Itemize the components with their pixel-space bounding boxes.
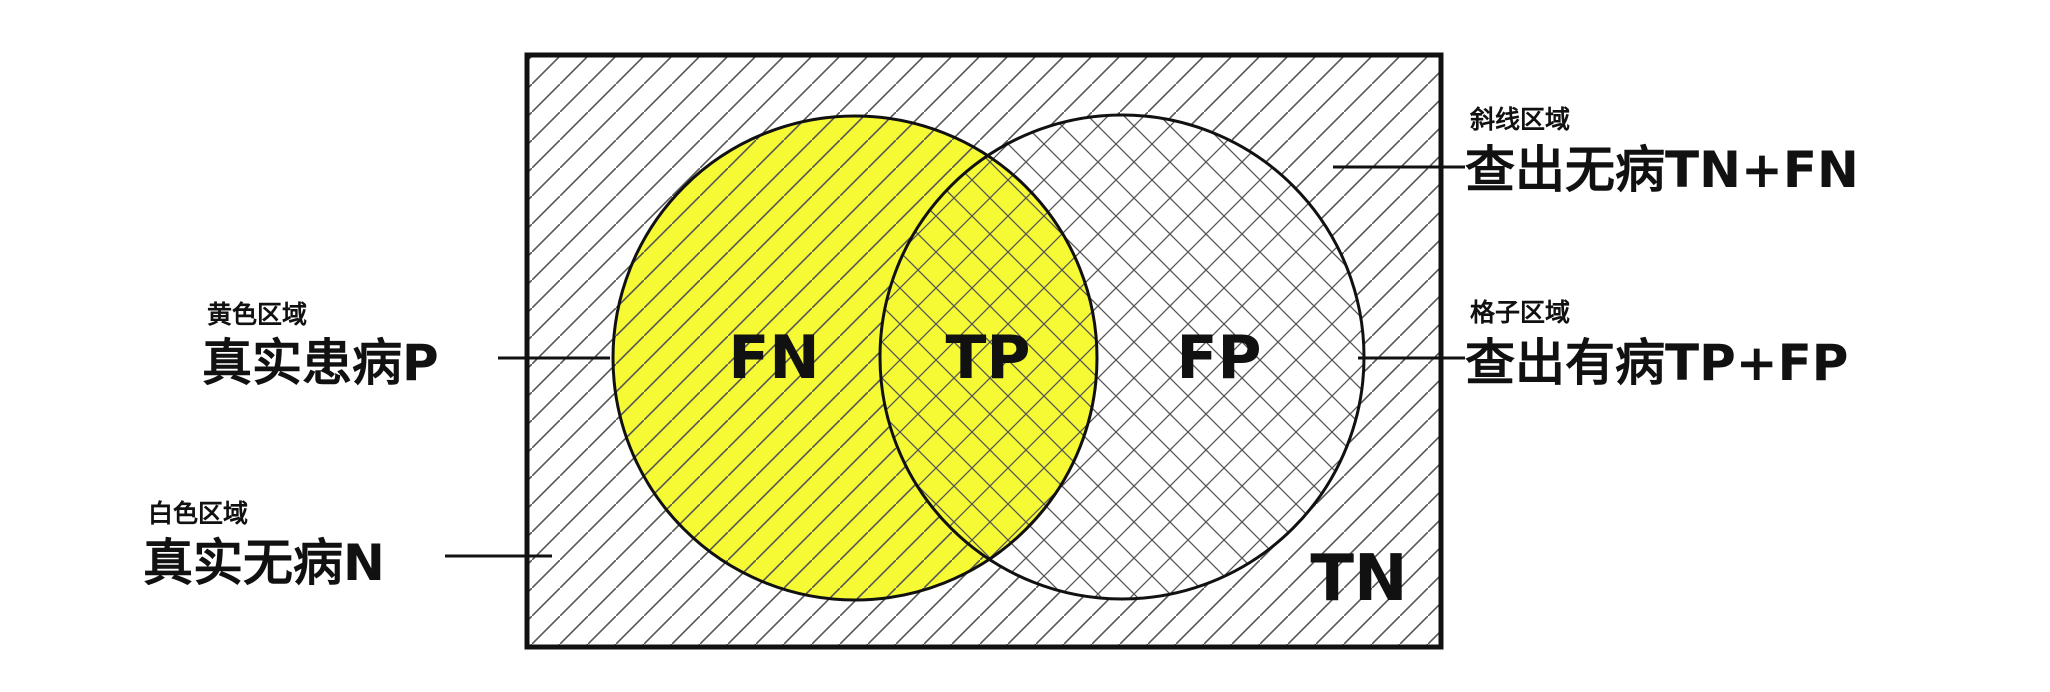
diagonal-area-caption: 斜线区域	[1469, 105, 1570, 134]
grid-hatch-area	[880, 115, 1364, 599]
grid-area-caption: 格子区域	[1470, 298, 1570, 327]
region-label-fp: FP	[1177, 323, 1262, 393]
outer-frame-border	[524, 52, 1444, 650]
region-label-tp: TP	[946, 323, 1031, 393]
region-label-tn: TN	[1310, 542, 1407, 616]
yellow-area-label: 真实患病P	[202, 334, 439, 392]
white-area-label: 真实无病N	[143, 534, 385, 592]
white-area-caption: 白色区域	[148, 499, 248, 528]
yellow-area-caption: 黄色区域	[207, 300, 307, 329]
diagonal-area-label: 查出无病TN+FN	[1465, 141, 1859, 199]
region-label-fn: FN	[728, 323, 819, 393]
yellow-circle-outline	[611, 114, 1099, 602]
grid-area-label: 查出有病TP+FP	[1465, 334, 1848, 392]
